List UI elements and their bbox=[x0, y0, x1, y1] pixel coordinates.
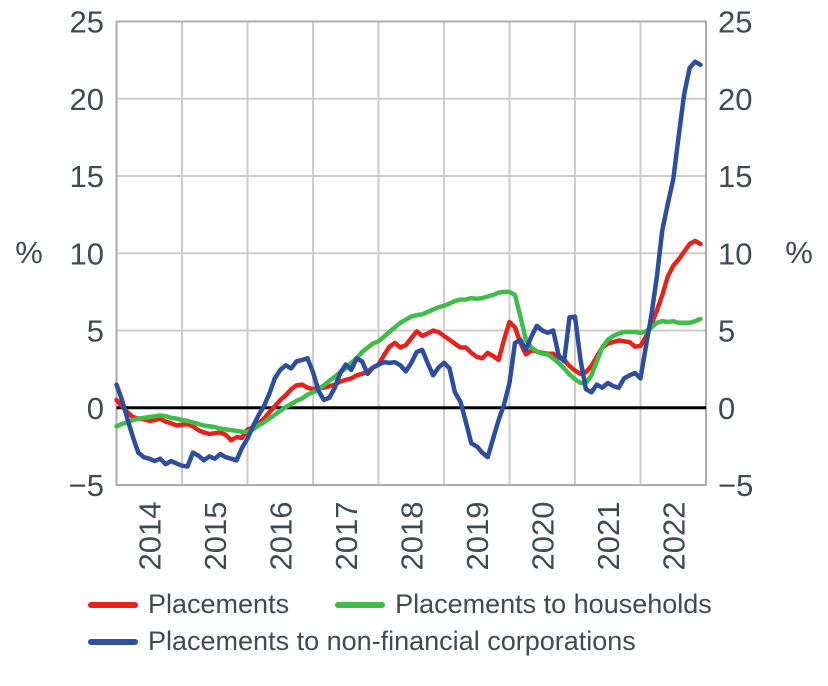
y-tick-right: 25 bbox=[718, 5, 752, 40]
x-tick-year: 2016 bbox=[263, 502, 298, 571]
y-tick-left: 25 bbox=[70, 5, 104, 40]
legend-label-placements: Placements bbox=[148, 589, 290, 619]
x-tick-year: 2014 bbox=[132, 502, 167, 571]
plot-border bbox=[115, 20, 707, 486]
y-tick-right: 20 bbox=[718, 82, 752, 117]
x-tick-year: 2019 bbox=[460, 502, 495, 571]
legend-row-1: Placements Placements to households bbox=[88, 586, 712, 623]
y-tick-right: 15 bbox=[718, 159, 752, 194]
series-lines bbox=[114, 59, 703, 469]
series-line-1 bbox=[114, 289, 703, 434]
y-tick-right: −5 bbox=[718, 468, 753, 503]
y-tick-left: 5 bbox=[87, 314, 104, 349]
y-tick-left: 20 bbox=[70, 82, 104, 117]
y-axis-unit-right: % bbox=[785, 235, 813, 270]
x-tick-year: 2021 bbox=[591, 502, 626, 571]
x-axis-labels: 2014 2015 2016 2017 2018 2019 2020 2021 2022 bbox=[132, 502, 691, 571]
x-tick-year: 2020 bbox=[525, 502, 560, 571]
x-tick-year: 2015 bbox=[198, 502, 233, 571]
y-tick-right: 5 bbox=[718, 314, 735, 349]
legend-row-2: Placements to non-financial corporations bbox=[88, 623, 712, 660]
series-line-2 bbox=[114, 59, 703, 469]
legend-label-households: Placements to households bbox=[395, 589, 712, 619]
x-tick-year: 2017 bbox=[329, 502, 364, 571]
y-tick-left: −5 bbox=[69, 468, 104, 503]
y-tick-left: 0 bbox=[87, 391, 104, 426]
y-axis-labels-left: 25 20 15 10 5 0 −5 bbox=[69, 5, 104, 504]
gridlines bbox=[116, 21, 706, 485]
y-tick-right: 10 bbox=[718, 236, 752, 271]
series-line-0 bbox=[114, 238, 703, 443]
y-tick-right: 0 bbox=[718, 391, 735, 426]
legend-label-non-financial-corporations: Placements to non-financial corporations bbox=[148, 626, 636, 656]
y-tick-left: 15 bbox=[70, 159, 104, 194]
legend-swatch-households bbox=[335, 601, 386, 608]
y-axis-labels-right: 25 20 15 10 5 0 −5 bbox=[718, 5, 753, 504]
x-tick-year: 2022 bbox=[656, 502, 691, 571]
y-axis-unit-left: % bbox=[15, 235, 43, 270]
y-tick-left: 10 bbox=[70, 236, 104, 271]
x-tick-year: 2018 bbox=[394, 502, 429, 571]
legend-swatch-placements bbox=[88, 601, 138, 608]
legend-swatch-non-financial-corporations bbox=[88, 638, 138, 645]
legend: Placements Placements to households Plac… bbox=[88, 586, 712, 660]
